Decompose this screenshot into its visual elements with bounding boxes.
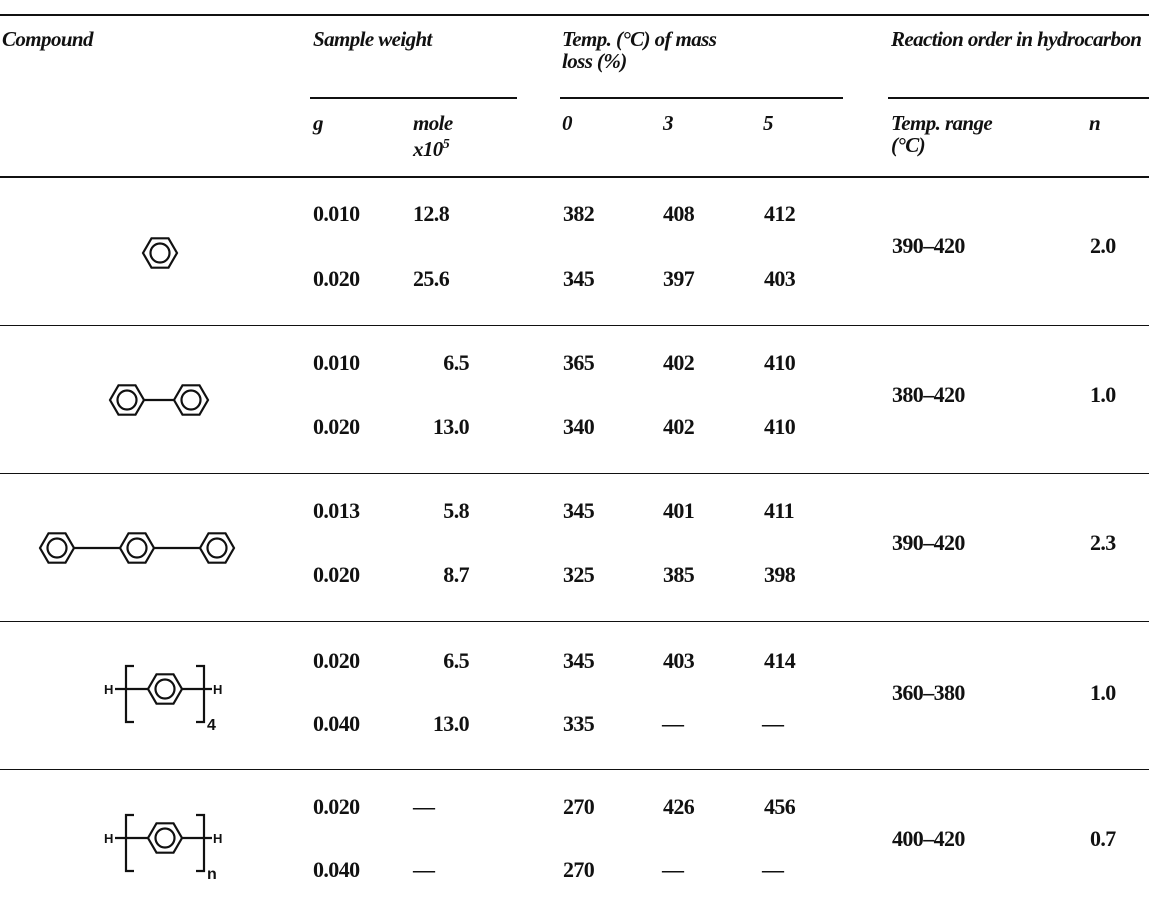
row-divider-1 bbox=[0, 325, 1149, 326]
subheader-mole-scale: x105 bbox=[413, 134, 453, 160]
row3-t3-1: 401 bbox=[663, 498, 695, 523]
row2-g-1: 0.010 bbox=[313, 350, 360, 375]
temp-mass-loss-rule bbox=[560, 97, 843, 99]
row5-t3-2: — bbox=[662, 857, 684, 882]
subheader-g: g bbox=[313, 111, 324, 135]
row1-mole-1: 12.8 bbox=[413, 201, 450, 226]
header-sample-weight: Sample weight bbox=[313, 27, 432, 51]
row2-g-2: 0.020 bbox=[313, 414, 360, 439]
reaction-order-rule bbox=[888, 97, 1149, 99]
row2-mole-1: 6.5 bbox=[443, 350, 469, 375]
row1-g-2: 0.020 bbox=[313, 266, 360, 291]
row4-mole-1: 6.5 bbox=[443, 648, 469, 673]
row3-t3-2: 385 bbox=[663, 562, 695, 587]
row1-t3-2: 397 bbox=[663, 266, 695, 291]
structure-terphenyl bbox=[36, 523, 242, 578]
row5-mole-1: — bbox=[413, 794, 435, 819]
row4-t5-2: — bbox=[762, 711, 784, 736]
row2-temp-range: 380–420 bbox=[892, 382, 965, 407]
row1-t5-2: 403 bbox=[764, 266, 796, 291]
row4-n: 1.0 bbox=[1090, 680, 1116, 705]
header-reaction-order: Reaction order in hydrocarbon bbox=[891, 27, 1142, 51]
subheader-loss-5: 5 bbox=[763, 111, 774, 135]
row1-g-1: 0.010 bbox=[313, 201, 360, 226]
row3-g-2: 0.020 bbox=[313, 562, 360, 587]
subheader-mole-label: mole bbox=[413, 111, 453, 135]
sample-weight-rule bbox=[310, 97, 517, 99]
row-divider-2 bbox=[0, 473, 1149, 474]
poly-subscript: n bbox=[207, 866, 217, 883]
structure-polyphenyl: H H n bbox=[104, 807, 224, 892]
row4-t5-1: 414 bbox=[764, 648, 796, 673]
top-rule bbox=[0, 14, 1149, 16]
row5-mole-2: — bbox=[413, 857, 435, 882]
row4-g-1: 0.020 bbox=[313, 648, 360, 673]
poly-h-right: H bbox=[213, 831, 222, 846]
row4-t3-2: — bbox=[662, 711, 684, 736]
row2-t0-2: 340 bbox=[563, 414, 595, 439]
row2-t0-1: 365 bbox=[563, 350, 595, 375]
row3-t0-1: 345 bbox=[563, 498, 595, 523]
row2-mole-2: 13.0 bbox=[432, 414, 470, 439]
row4-mole-2: 13.0 bbox=[432, 711, 470, 736]
header-bottom-rule bbox=[0, 176, 1149, 178]
row5-g-1: 0.020 bbox=[313, 794, 360, 819]
row3-t5-1: 411 bbox=[764, 498, 795, 523]
row4-t3-1: 403 bbox=[663, 648, 695, 673]
row3-mole-1: 5.8 bbox=[443, 498, 469, 523]
row4-temp-range: 360–380 bbox=[892, 680, 965, 705]
row5-t5-2: — bbox=[762, 857, 784, 882]
subheader-mole-exponent: 5 bbox=[442, 137, 450, 152]
row3-n: 2.3 bbox=[1090, 530, 1116, 555]
row1-t3-1: 408 bbox=[663, 201, 695, 226]
row5-g-2: 0.040 bbox=[313, 857, 360, 882]
quater-h-left: H bbox=[104, 682, 113, 697]
row5-n: 0.7 bbox=[1090, 826, 1116, 851]
row-divider-4 bbox=[0, 769, 1149, 770]
subheader-n: n bbox=[1089, 111, 1101, 135]
row-divider-3 bbox=[0, 621, 1149, 622]
row5-t0-2: 270 bbox=[563, 857, 595, 882]
row5-temp-range: 400–420 bbox=[892, 826, 965, 851]
row2-t3-1: 402 bbox=[663, 350, 695, 375]
row1-n: 2.0 bbox=[1090, 233, 1116, 258]
quater-subscript: 4 bbox=[207, 717, 216, 734]
row3-temp-range: 390–420 bbox=[892, 530, 965, 555]
row2-t5-1: 410 bbox=[764, 350, 796, 375]
row1-t5-1: 412 bbox=[764, 201, 796, 226]
header-temp-mass-loss: Temp. (°C) of mass loss (%) bbox=[562, 27, 717, 73]
subheader-temp-range: Temp. range (°C) bbox=[891, 111, 993, 157]
row4-t0-2: 335 bbox=[563, 711, 595, 736]
row2-t3-2: 402 bbox=[663, 414, 695, 439]
subheader-loss-3: 3 bbox=[663, 111, 674, 135]
structure-benzene bbox=[135, 228, 185, 283]
row3-t0-2: 325 bbox=[563, 562, 595, 587]
subheader-loss-0: 0 bbox=[562, 111, 573, 135]
row2-n: 1.0 bbox=[1090, 382, 1116, 407]
row5-t0-1: 270 bbox=[563, 794, 595, 819]
row5-t5-1: 456 bbox=[764, 794, 796, 819]
header-compound: Compound bbox=[2, 27, 94, 51]
quater-h-right: H bbox=[213, 682, 222, 697]
structure-quaterphenyl: H H 4 bbox=[104, 658, 224, 743]
row3-t5-2: 398 bbox=[764, 562, 796, 587]
structure-biphenyl bbox=[106, 375, 216, 430]
subheader-mole-scale-base: x10 bbox=[413, 137, 443, 161]
row3-g-1: 0.013 bbox=[313, 498, 360, 523]
row4-g-2: 0.040 bbox=[313, 711, 360, 736]
row4-t0-1: 345 bbox=[563, 648, 595, 673]
row1-t0-1: 382 bbox=[563, 201, 595, 226]
row2-t5-2: 410 bbox=[764, 414, 796, 439]
row1-t0-2: 345 bbox=[563, 266, 595, 291]
subheader-mole: mole x105 bbox=[413, 112, 453, 160]
poly-h-left: H bbox=[104, 831, 113, 846]
row3-mole-2: 8.7 bbox=[443, 562, 469, 587]
row5-t3-1: 426 bbox=[663, 794, 695, 819]
row1-mole-2: 25.6 bbox=[413, 266, 450, 291]
row1-temp-range: 390–420 bbox=[892, 233, 965, 258]
